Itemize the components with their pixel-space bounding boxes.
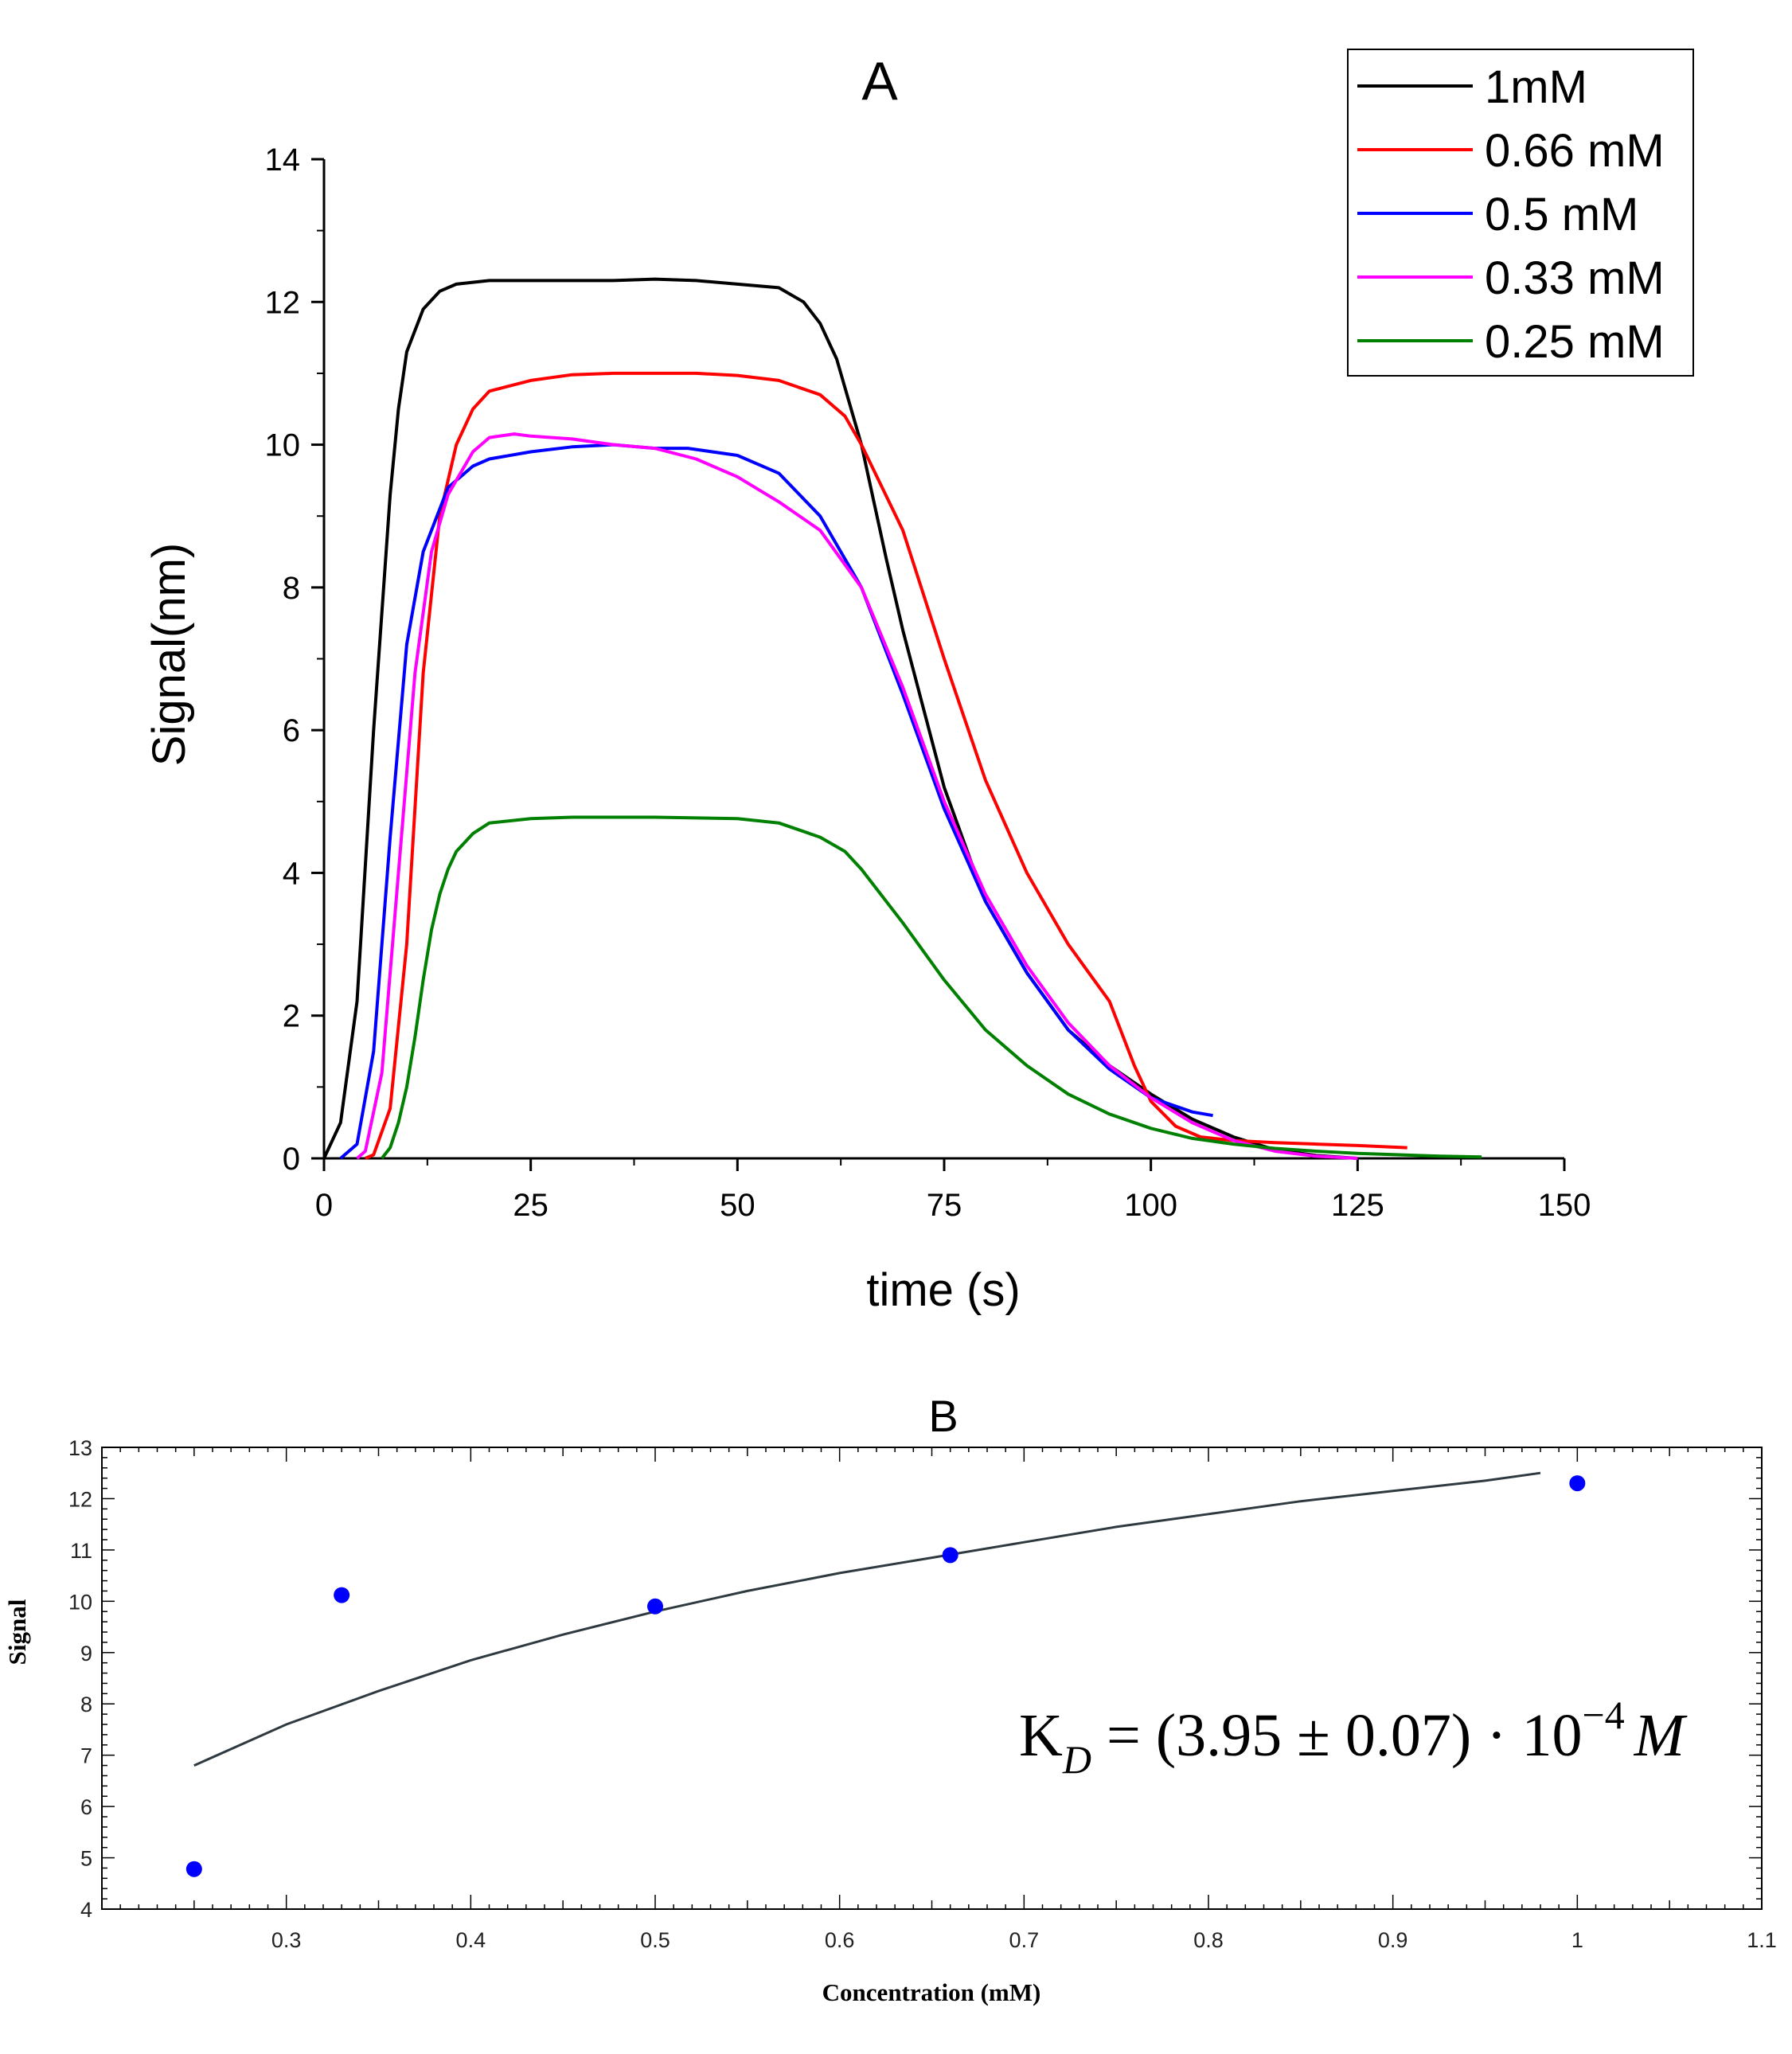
y-tick-label: 13	[68, 1436, 92, 1460]
legend-label-4: 0.25 mM	[1485, 316, 1665, 368]
y-tick-label: 5	[80, 1847, 92, 1871]
chart-a-legend: 1mM 0.66 mM 0.5 mM 0.33 mM 0.25 mM	[1347, 49, 1694, 377]
series-line-1	[365, 371, 1407, 1160]
kd-unit: M	[1634, 1702, 1688, 1769]
x-tick-label: 0.9	[1378, 1928, 1408, 1952]
x-tick-label: 125	[1331, 1188, 1384, 1223]
x-tick-label: 0.4	[456, 1928, 486, 1952]
legend-label-2: 0.5 mM	[1485, 189, 1638, 240]
chart-b-ticks: 0.3 0.4 0.5 0.6 0.7 0.8 0.9 1 1.1 4 5 6 7 8 9 10 11 12 13	[68, 1436, 1777, 1952]
y-tick-label: 4	[80, 1898, 92, 1922]
x-tick-label: 75	[927, 1188, 962, 1223]
x-tick-label: 1	[1571, 1928, 1583, 1952]
x-tick-label: 0	[315, 1188, 333, 1223]
kd-expr: = (3.95 ± 0.07) · 10	[1091, 1702, 1583, 1769]
legend-items: 1mM 0.66 mM 0.5 mM 0.33 mM 0.25 mM	[1357, 61, 1665, 368]
data-point-1	[334, 1587, 350, 1603]
chart-a-ticks: 0 25 50 75 100 125 150 0 2 4 6 8 10 12 14	[265, 143, 1591, 1223]
x-tick-label: 0.6	[825, 1928, 855, 1952]
x-tick-label: 0.8	[1193, 1928, 1224, 1952]
kd-exp: −4	[1583, 1693, 1625, 1737]
series-line-2	[339, 443, 1213, 1160]
y-tick-label: 12	[68, 1487, 92, 1511]
y-tick-label: 10	[265, 428, 301, 463]
y-tick-label: 7	[80, 1744, 92, 1768]
x-tick-label: 150	[1538, 1188, 1591, 1223]
kd-k: K	[1019, 1702, 1063, 1769]
y-tick-label: 6	[283, 713, 300, 748]
y-tick-label: 14	[265, 143, 301, 178]
data-point-2	[647, 1598, 663, 1615]
chart-a-y-label: Signal(nm)	[143, 543, 195, 766]
legend-label-3: 0.33 mM	[1485, 252, 1665, 304]
kd-sub: D	[1062, 1737, 1091, 1782]
chart-b-points	[185, 1475, 1586, 1877]
y-tick-label: 2	[283, 999, 300, 1034]
data-point-4	[1569, 1475, 1586, 1492]
kd-annotation: KD = (3.95 ± 0.07) · 10−4 M	[1019, 1693, 1688, 1782]
chart-b-y-label: Signal	[3, 1599, 31, 1665]
y-tick-label: 0	[283, 1142, 300, 1177]
x-tick-label: 100	[1124, 1188, 1177, 1223]
chart-b: B 0.3 0.4 0.5 0.6 0.7 0.8 0.9 1 1.1 4 5 6 7 8 9 10 11 12 1…	[3, 1391, 1777, 2006]
chart-b-x-label: Concentration (mM)	[822, 1978, 1041, 2006]
x-tick-label: 25	[513, 1188, 549, 1223]
chart-a-x-label: time (s)	[866, 1264, 1020, 1316]
data-point-0	[185, 1861, 202, 1877]
y-tick-label: 6	[80, 1795, 92, 1819]
x-tick-label: 1.1	[1747, 1928, 1777, 1952]
y-tick-label: 8	[283, 571, 300, 606]
x-tick-label: 0.3	[271, 1928, 302, 1952]
chart-b-title: B	[928, 1391, 958, 1441]
x-tick-label: 50	[720, 1188, 755, 1223]
data-point-3	[942, 1547, 958, 1564]
y-tick-label: 11	[70, 1539, 92, 1563]
legend-label-0: 1mM	[1485, 61, 1587, 113]
y-tick-label: 4	[283, 856, 300, 891]
y-tick-label: 12	[265, 285, 301, 320]
y-tick-label: 10	[68, 1590, 92, 1614]
fit-curve	[193, 1471, 1541, 1767]
y-tick-label: 8	[80, 1693, 92, 1716]
chart-a: A 0 25 50 75 100 125 150 0 2 4 6 8 10 12 14 time (s) S…	[143, 49, 1694, 1316]
series-line-4	[381, 815, 1482, 1160]
y-tick-label: 9	[80, 1642, 92, 1665]
series-line-3	[356, 432, 1358, 1160]
chart-b-fit	[193, 1471, 1541, 1767]
x-tick-label: 0.5	[640, 1928, 670, 1952]
chart-a-title: A	[861, 51, 898, 111]
chart-b-frame	[101, 1447, 1763, 1910]
legend-label-1: 0.66 mM	[1485, 125, 1665, 177]
chart-a-series	[322, 277, 1482, 1160]
x-tick-label: 0.7	[1009, 1928, 1040, 1952]
